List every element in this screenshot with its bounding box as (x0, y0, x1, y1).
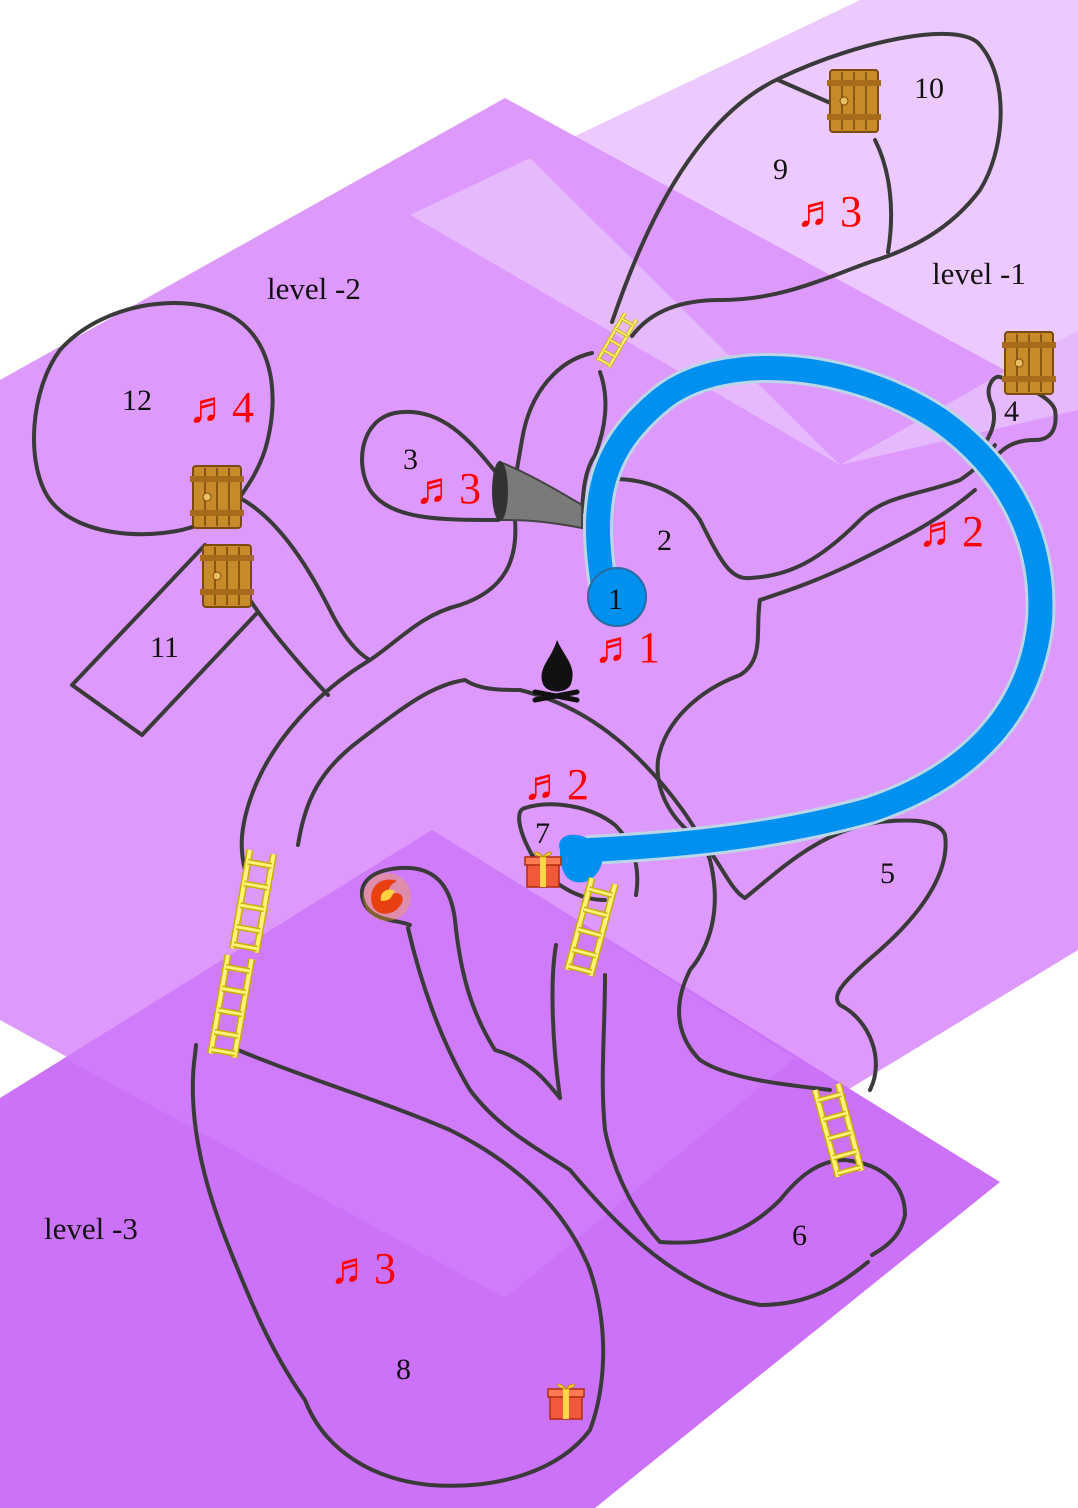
room-7-label: 7 (535, 817, 550, 850)
level-overlap-area (410, 158, 1078, 465)
room-3-label: 3 (403, 443, 418, 476)
wall-phoenix-passage-inner (406, 926, 870, 1307)
note-room-1: ♬1 (594, 623, 660, 672)
room-10-label: 10 (914, 72, 944, 105)
phoenix-icon (363, 873, 411, 921)
wall-room-12-link (238, 496, 372, 662)
wall-passage-7-down (550, 943, 562, 1100)
wall-room-11-link (248, 598, 330, 697)
room-12-label: 12 (122, 384, 152, 417)
note-room-12: ♬4 (188, 383, 254, 432)
wall-room-9-divider-top (776, 78, 837, 107)
wall-room-2-lower (758, 488, 977, 602)
level-minus-2-label: level -2 (267, 271, 361, 306)
wall-room-9-10 (610, 32, 1003, 338)
room-9-label: 9 (773, 153, 788, 186)
room-1-label: 1 (608, 583, 623, 616)
wall-corridor-west-inner (296, 678, 832, 1092)
horn-icon (492, 460, 583, 530)
room-4-label: 4 (1004, 395, 1019, 428)
underground-river (559, 353, 1056, 883)
wall-room-2 (596, 443, 997, 581)
room-2-label: 2 (657, 524, 672, 557)
campfire-icon (532, 640, 580, 703)
wall-passage-7-down-right (600, 973, 907, 1257)
wall-room-8 (190, 1043, 606, 1488)
wall-phoenix-passage (359, 865, 562, 1100)
note-room-9: ♬3 (796, 187, 862, 236)
wall-room-12 (32, 300, 275, 537)
wall-room-11 (70, 543, 260, 737)
room-8-label: 8 (396, 1353, 411, 1386)
note-room-3: ♬3 (415, 464, 481, 513)
level-minus-1-label: level -1 (932, 256, 1026, 291)
note-room-7: ♬2 (523, 760, 589, 809)
room-11-label: 11 (150, 631, 179, 664)
wall-room-3 (360, 409, 500, 522)
level-minus-3-label: level -3 (44, 1211, 138, 1246)
note-room-4: ♬2 (918, 507, 984, 556)
note-room-8: ♬3 (330, 1244, 396, 1293)
wall-room-9-divider-right (873, 138, 894, 254)
room-6-label: 6 (792, 1219, 807, 1252)
room-5-label: 5 (880, 857, 895, 890)
wall-passage-upper-right (580, 370, 608, 514)
